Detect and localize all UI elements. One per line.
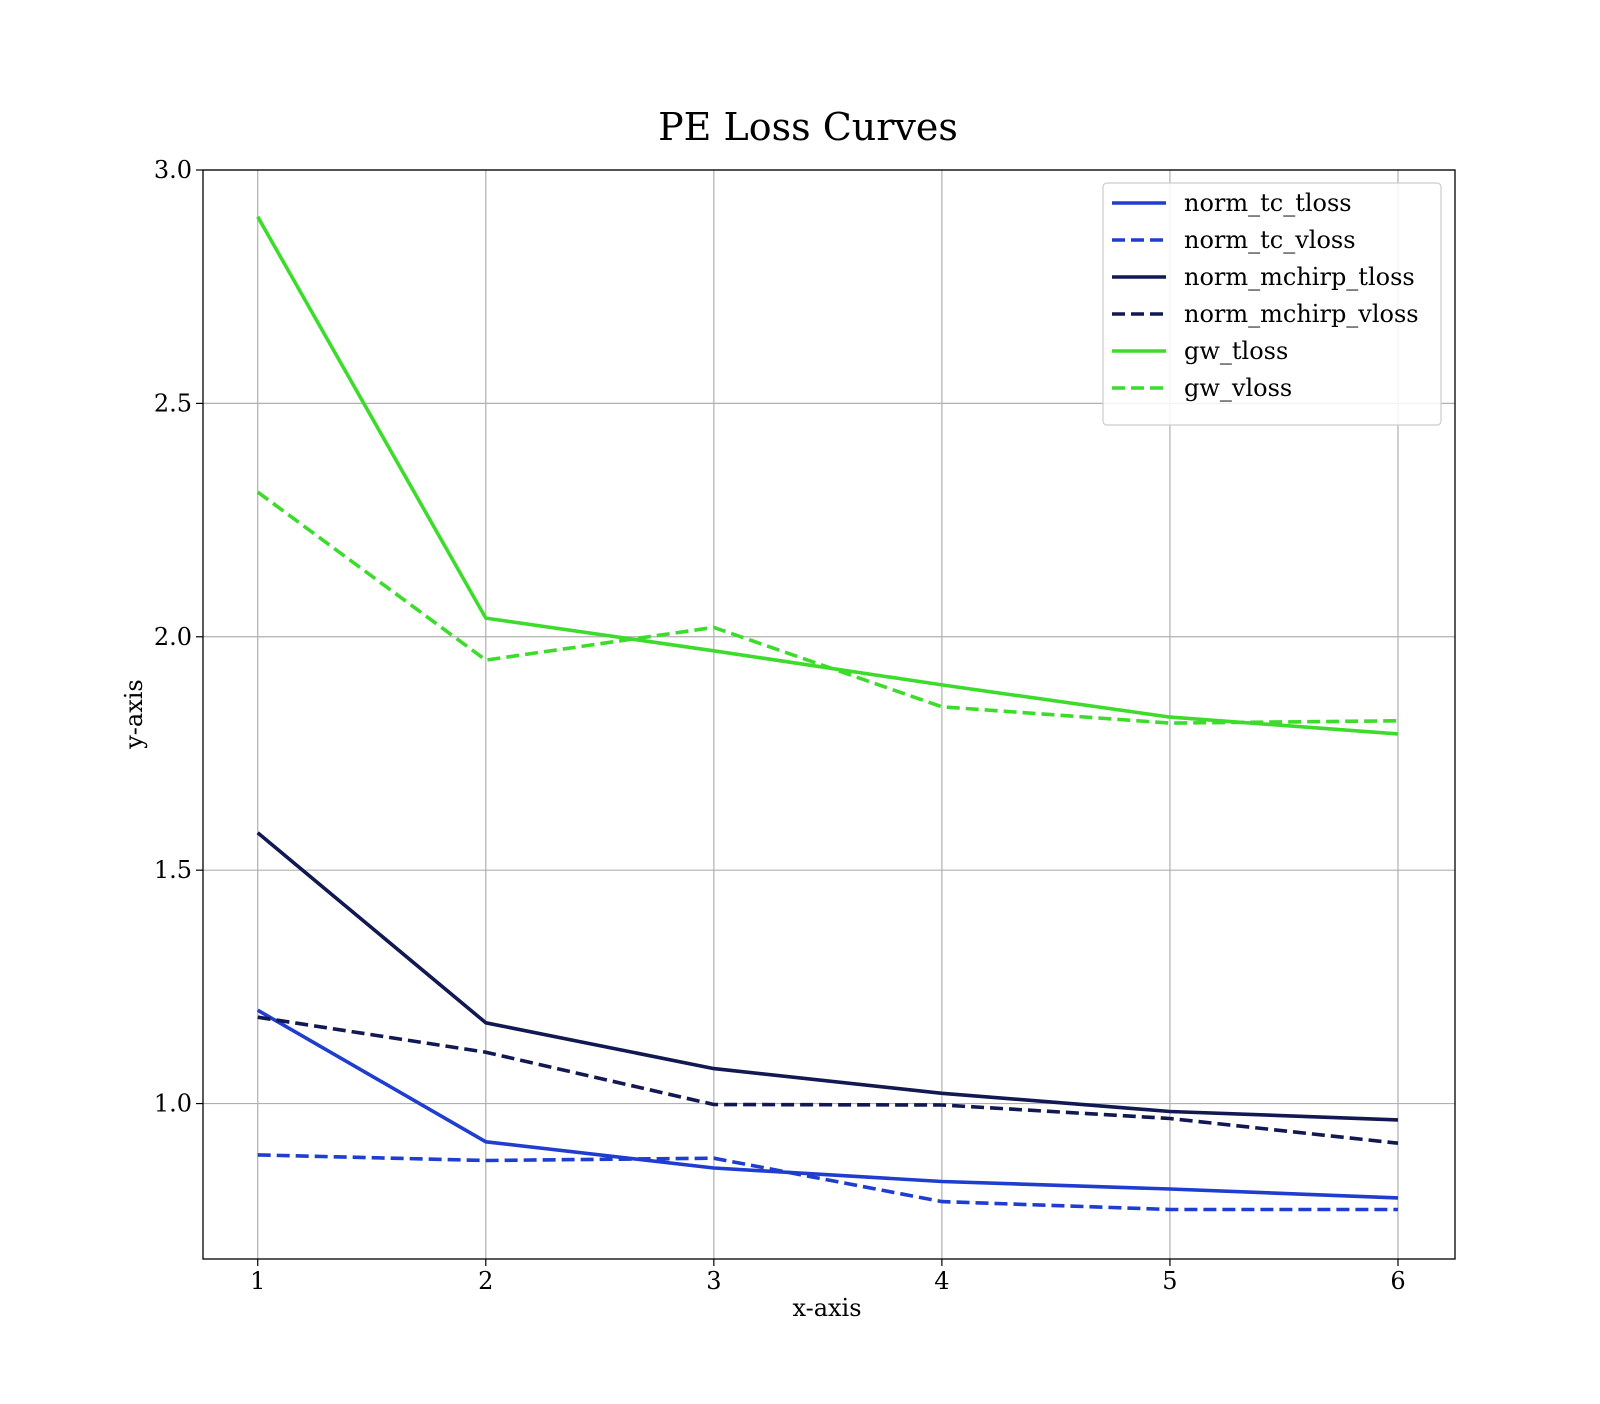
x-tick-label: 3 [706, 1267, 721, 1295]
axis-ticks: 1 2 3 4 5 6 1.0 1.5 2.0 2.5 3.0 [154, 156, 1406, 1295]
x-tick-label: 1 [250, 1267, 265, 1295]
legend-label: norm_tc_vloss [1184, 226, 1356, 254]
series-line-norm-tc-tloss [256, 1008, 1399, 1200]
legend-label: norm_mchirp_vloss [1184, 300, 1419, 328]
series-lines [256, 215, 1399, 1212]
series-line-norm-tc-vloss [257, 1153, 1398, 1212]
series-line-norm-mchirp-vloss [257, 1015, 1399, 1145]
x-tick-label: 2 [478, 1267, 493, 1295]
legend-label: norm_mchirp_tloss [1184, 263, 1415, 291]
legend: norm_tc_tloss norm_tc_vloss norm_mchirp_tl… [1102, 182, 1442, 426]
y-tick-label: 1.0 [154, 1090, 192, 1118]
y-tick-label: 2.0 [154, 623, 192, 651]
y-tick-label: 3.0 [154, 156, 192, 184]
legend-box [1102, 182, 1442, 426]
chart-title: PE Loss Curves [658, 105, 958, 149]
x-axis-label: x-axis [792, 1294, 861, 1322]
legend-label: norm_tc_tloss [1184, 189, 1352, 217]
y-tick-label: 2.5 [154, 389, 192, 417]
plot-frame [202, 169, 1456, 1260]
series-line-norm-mchirp-tloss [256, 831, 1399, 1122]
x-tick-label: 4 [934, 1267, 949, 1295]
x-tick-label: 5 [1162, 1267, 1177, 1295]
legend-label: gw_tloss [1184, 337, 1288, 365]
series-line-gw-vloss [256, 490, 1399, 725]
legend-label: gw_vloss [1184, 374, 1292, 402]
y-tick-label: 1.5 [154, 856, 192, 884]
y-axis-label: y-axis [120, 679, 148, 750]
x-tick-label: 6 [1390, 1267, 1405, 1295]
